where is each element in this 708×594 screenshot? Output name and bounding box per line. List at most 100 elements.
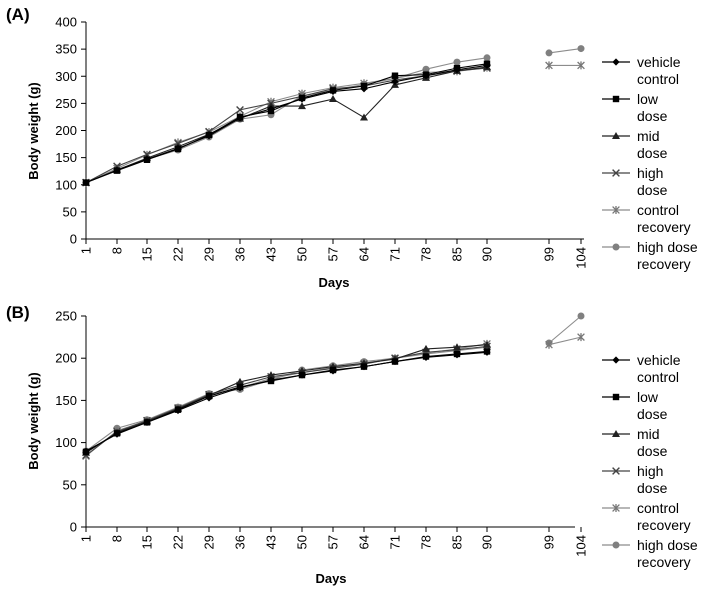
x-tick-label: 22 xyxy=(171,535,186,549)
legend-marker xyxy=(612,541,620,549)
x-tick-label: 104 xyxy=(574,535,589,557)
y-tick-label: 50 xyxy=(63,204,77,219)
data-point xyxy=(236,105,244,114)
data-point xyxy=(422,72,430,80)
x-tick-label: 78 xyxy=(419,535,434,549)
x-tick-label: 99 xyxy=(542,535,557,549)
x-tick-label: 104 xyxy=(574,247,589,269)
x-tick-label: 85 xyxy=(450,535,465,549)
data-point xyxy=(267,376,275,384)
panel-b-label: (B) xyxy=(6,303,30,322)
data-point xyxy=(483,348,491,356)
panel-a-y-axis-title: Body weight (g) xyxy=(26,82,41,180)
data-point xyxy=(174,144,182,153)
legend-marker xyxy=(612,356,620,364)
data-point xyxy=(360,363,368,371)
x-tick-label: 43 xyxy=(264,247,279,261)
x-tick-label: 99 xyxy=(542,247,557,261)
legend-label: mid dose xyxy=(637,426,668,459)
legend-marker xyxy=(612,504,620,512)
data-point xyxy=(267,371,275,379)
data-point xyxy=(298,95,306,103)
data-point xyxy=(174,406,182,415)
series-line xyxy=(85,66,488,184)
data-point xyxy=(483,54,491,62)
legend-label: high dose xyxy=(637,165,668,198)
panel-a-legend: vehicle control low dose mid dose high dose cont… xyxy=(602,54,698,272)
legend-item: control recovery xyxy=(602,202,691,235)
legend-label: vehicle control xyxy=(637,352,681,385)
x-tick-label: 90 xyxy=(480,247,495,261)
x-tick-label: 29 xyxy=(202,535,217,549)
data-point xyxy=(236,384,244,392)
x-tick-label: 78 xyxy=(419,247,434,261)
y-tick-label: 250 xyxy=(55,96,77,111)
legend-marker xyxy=(612,243,620,251)
x-tick-label: 22 xyxy=(171,247,186,261)
data-point xyxy=(577,61,585,70)
legend-marker xyxy=(612,430,620,437)
y-tick-label: 150 xyxy=(55,393,77,408)
legend-marker xyxy=(612,132,620,139)
recovery-line xyxy=(548,336,582,346)
x-tick-label: 64 xyxy=(357,535,372,549)
legend-marker xyxy=(612,206,620,214)
legend-label: low dose xyxy=(637,389,668,422)
x-tick-label: 71 xyxy=(388,247,403,261)
y-tick-label: 300 xyxy=(55,69,77,84)
data-point xyxy=(205,132,213,140)
panel-a: (A) Body weight (g) Days 050100150200250… xyxy=(6,5,698,290)
legend-marker xyxy=(612,467,620,475)
legend-label: high dose xyxy=(637,463,668,496)
data-point xyxy=(545,340,553,349)
series-line xyxy=(85,64,488,184)
x-tick-label: 90 xyxy=(480,535,495,549)
data-point xyxy=(329,87,337,96)
panel-b-y-axis-title: Body weight (g) xyxy=(26,372,41,470)
legend-item: control recovery xyxy=(602,500,691,533)
series-vehicle-control xyxy=(82,61,491,187)
x-tick-label: 1 xyxy=(79,535,94,542)
data-point xyxy=(483,340,491,348)
series-line xyxy=(85,344,488,454)
data-point xyxy=(236,114,244,122)
legend-marker xyxy=(612,169,620,177)
x-tick-label: 71 xyxy=(388,535,403,549)
data-point xyxy=(545,49,553,57)
legend-marker xyxy=(612,58,620,66)
panel-a-plot: 0 50 100 150 200 250 300 350 400 1 8 15 22 29 36 43 50 57… xyxy=(55,15,588,269)
x-tick-label: 85 xyxy=(450,247,465,261)
y-tick-label: 250 xyxy=(55,309,77,324)
x-tick-label: 15 xyxy=(140,247,155,261)
data-point xyxy=(453,343,461,351)
y-tick-label: 150 xyxy=(55,150,77,165)
series-line xyxy=(85,351,488,452)
panel-b-legend: vehicle control low dose mid dose high dose cont… xyxy=(602,352,698,570)
x-tick-label: 57 xyxy=(326,535,341,549)
data-point xyxy=(453,351,461,359)
legend-item: high dose recovery xyxy=(602,537,698,570)
data-point xyxy=(391,72,399,79)
legend-label: vehicle control xyxy=(637,54,681,87)
y-tick-label: 400 xyxy=(55,15,77,30)
x-tick-label: 1 xyxy=(79,247,94,254)
data-point xyxy=(267,105,275,113)
data-point xyxy=(360,85,368,93)
legend-label: control recovery xyxy=(637,500,691,533)
data-point xyxy=(453,58,461,66)
data-point xyxy=(329,367,337,375)
data-point xyxy=(82,447,90,455)
data-point xyxy=(205,394,213,402)
legend-item: high dose xyxy=(602,463,668,496)
y-tick-label: 0 xyxy=(70,232,77,247)
legend-marker xyxy=(612,393,620,401)
data-point xyxy=(577,45,585,53)
panel-b-plot: 0 50 100 150 200 250 1 8 15 22 29 36 43 50 57 64 71 78 85 9… xyxy=(55,309,588,557)
series-line xyxy=(85,345,488,456)
x-tick-label: 36 xyxy=(233,535,248,549)
panel-b: (B) Body weight (g) Days 050100150200250… xyxy=(6,303,698,586)
legend-label: control recovery xyxy=(637,202,691,235)
data-point xyxy=(577,333,585,342)
x-tick-label: 29 xyxy=(202,247,217,261)
